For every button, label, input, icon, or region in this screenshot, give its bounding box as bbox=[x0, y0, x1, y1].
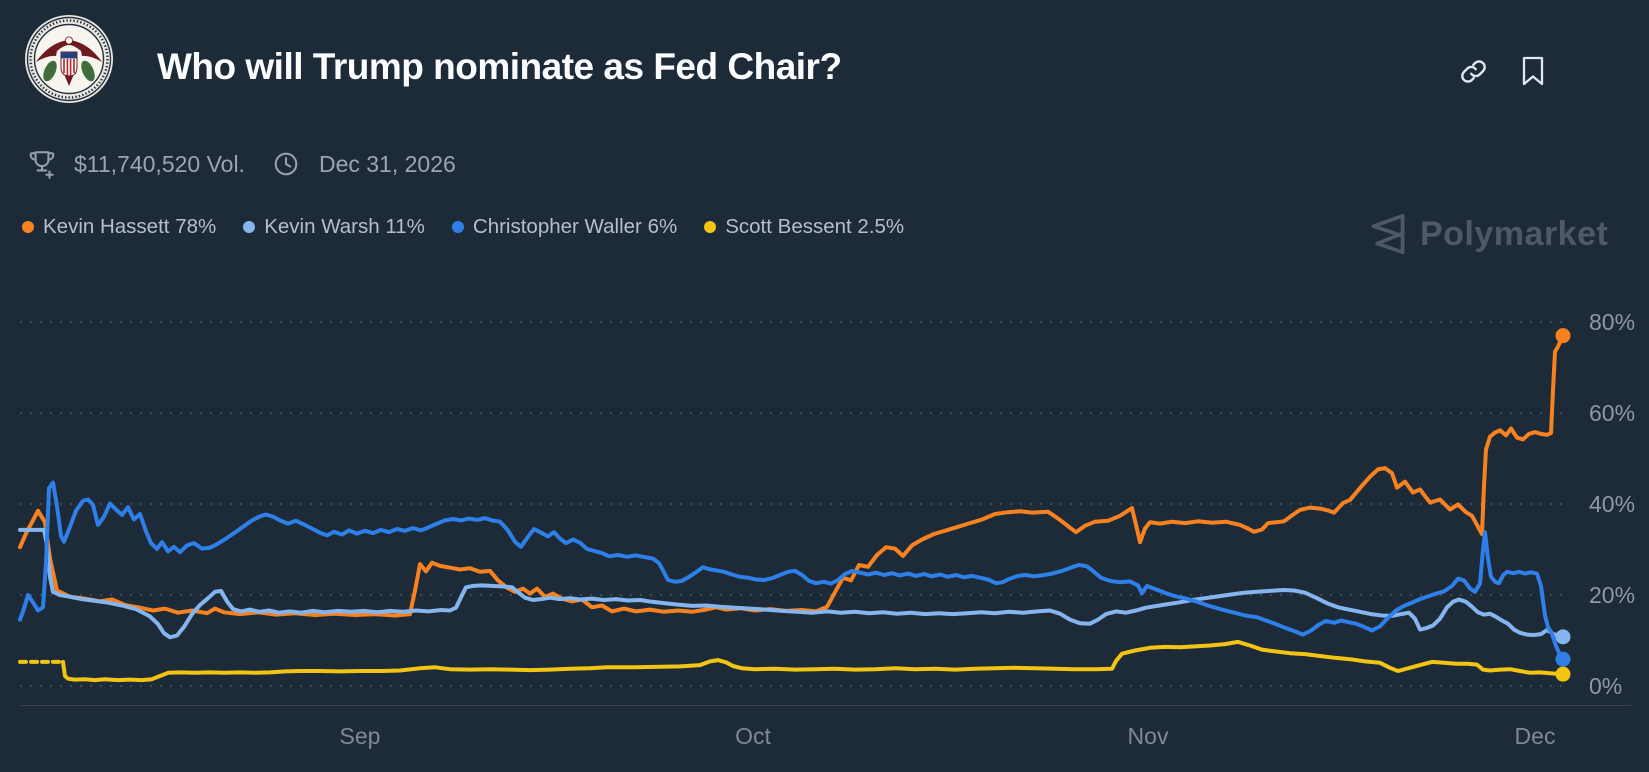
legend-name: Kevin Warsh bbox=[264, 215, 380, 238]
legend-value: 6% bbox=[647, 215, 678, 238]
y-axis-tick-label: 0% bbox=[1589, 673, 1622, 699]
link-icon bbox=[1460, 59, 1486, 83]
polymarket-watermark: Polymarket bbox=[1368, 213, 1608, 255]
polymarket-wordmark: Polymarket bbox=[1420, 214, 1609, 253]
end-date: Dec 31, 2026 bbox=[318, 150, 456, 177]
series-end-dot-kevin-hassett bbox=[1555, 328, 1571, 344]
legend-item-warsh[interactable]: Kevin Warsh 11% bbox=[243, 215, 425, 239]
hassett-dot-icon bbox=[22, 221, 34, 233]
clock-icon bbox=[273, 148, 303, 180]
chart-legend: Kevin Hassett 78% Kevin Warsh 11% Christ… bbox=[22, 215, 904, 239]
y-axis-tick-label: 80% bbox=[1589, 309, 1635, 335]
series-line-kevin-hassett bbox=[18, 333, 1565, 618]
market-logo-fed-seal bbox=[24, 14, 114, 104]
bessent-dot-icon bbox=[704, 221, 717, 233]
legend-name: Christopher Waller bbox=[472, 215, 642, 238]
federal-reserve-seal-icon bbox=[25, 15, 113, 103]
trophy-icon bbox=[28, 148, 58, 180]
x-axis-tick-label: Sep bbox=[340, 723, 381, 749]
series-line-scott-bessent bbox=[61, 639, 1565, 683]
y-axis-tick-label: 40% bbox=[1589, 491, 1635, 517]
legend-name: Scott Bessent bbox=[725, 215, 852, 238]
market-stats-row: $11,740,520 Vol. Dec 31, 2026 bbox=[28, 148, 484, 180]
bookmark-button[interactable] bbox=[1518, 56, 1548, 86]
x-axis-tick-label: Oct bbox=[735, 723, 771, 749]
series-end-dot-christopher-waller bbox=[1555, 651, 1571, 667]
legend-item-waller[interactable]: Christopher Waller 6% bbox=[451, 215, 678, 239]
y-axis-tick-label: 20% bbox=[1589, 582, 1635, 608]
series-end-dot-kevin-warsh bbox=[1555, 629, 1571, 645]
warsh-dot-icon bbox=[243, 221, 256, 233]
legend-item-bessent[interactable]: Scott Bessent 2.5% bbox=[704, 215, 904, 239]
y-axis-tick-label: 60% bbox=[1589, 400, 1635, 426]
legend-value: 11% bbox=[385, 215, 425, 238]
legend-value: 78% bbox=[175, 215, 217, 238]
legend-value: 2.5% bbox=[857, 215, 905, 238]
series-line-christopher-waller bbox=[18, 480, 1565, 662]
x-axis-tick-label: Nov bbox=[1128, 723, 1169, 749]
legend-name: Kevin Hassett bbox=[43, 215, 170, 238]
series-end-dot-scott-bessent bbox=[1555, 666, 1571, 682]
volume-value: $11,740,520 Vol. bbox=[74, 150, 245, 177]
copy-link-button[interactable] bbox=[1458, 56, 1488, 86]
page-title: Who will Trump nominate as Fed Chair? bbox=[157, 46, 842, 87]
legend-item-hassett[interactable]: Kevin Hassett 78% bbox=[22, 215, 216, 239]
series-line-kevin-warsh bbox=[18, 527, 1565, 640]
x-axis-tick-label: Dec bbox=[1515, 723, 1556, 749]
polymarket-logo-icon bbox=[1371, 214, 1405, 254]
bookmark-icon bbox=[1522, 56, 1544, 86]
waller-dot-icon bbox=[451, 221, 464, 233]
